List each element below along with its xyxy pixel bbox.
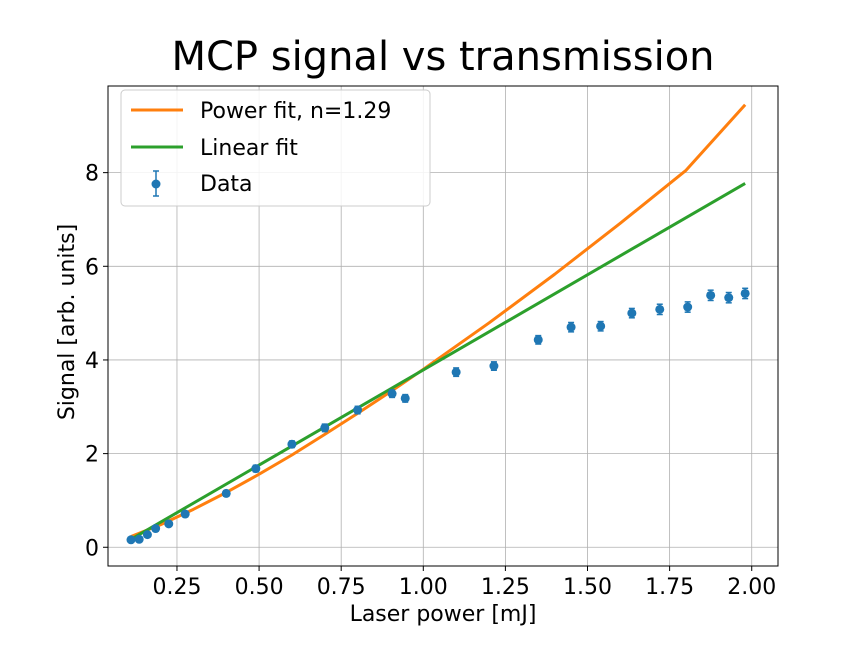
data-point xyxy=(452,368,461,377)
y-tick-label: 0 xyxy=(85,536,99,561)
data-marker xyxy=(724,293,733,302)
x-tick-label: 1.75 xyxy=(645,575,694,600)
data-point xyxy=(741,288,750,298)
data-point xyxy=(534,335,543,344)
data-marker xyxy=(222,489,231,498)
x-axis-label: Laser power [mJ] xyxy=(350,602,537,627)
data-marker xyxy=(567,323,576,332)
series-points xyxy=(126,288,749,544)
data-point xyxy=(320,423,329,432)
data-point xyxy=(151,524,160,533)
data-marker xyxy=(251,464,260,473)
data-marker xyxy=(401,394,410,403)
data-point xyxy=(181,510,190,519)
data-point xyxy=(683,302,692,312)
legend: Power fit, n=1.29 Linear fit Data xyxy=(121,90,430,206)
y-axis-label: Signal [arb. units] xyxy=(55,224,80,420)
data-point xyxy=(724,293,733,303)
data-marker xyxy=(489,362,498,371)
data-point xyxy=(655,304,664,314)
y-tick-label: 2 xyxy=(85,443,99,468)
x-tick-label: 1.50 xyxy=(563,575,612,600)
data-point xyxy=(706,290,715,300)
data-marker xyxy=(683,303,692,312)
data-point xyxy=(596,322,605,331)
data-point xyxy=(489,362,498,371)
legend-label-power-fit: Power fit, n=1.29 xyxy=(200,99,391,124)
data-point xyxy=(353,406,362,415)
x-tick-label: 2.00 xyxy=(727,575,776,600)
data-marker xyxy=(151,524,160,533)
legend-label-linear-fit: Linear fit xyxy=(200,136,298,161)
data-marker xyxy=(353,406,362,415)
data-point xyxy=(401,394,410,403)
x-tick-label: 0.75 xyxy=(317,575,366,600)
data-marker xyxy=(164,519,173,528)
data-marker xyxy=(320,423,329,432)
data-marker xyxy=(655,305,664,314)
data-marker xyxy=(287,440,296,449)
legend-label-data: Data xyxy=(200,172,253,197)
data-marker xyxy=(143,530,152,539)
data-point xyxy=(287,440,296,449)
data-point xyxy=(126,535,135,544)
x-tick-label: 0.50 xyxy=(235,575,284,600)
data-point xyxy=(627,308,636,317)
x-tick-label: 0.25 xyxy=(152,575,201,600)
data-marker xyxy=(388,389,397,398)
data-point xyxy=(164,519,173,528)
data-marker xyxy=(596,322,605,331)
data-marker xyxy=(534,335,543,344)
data-point xyxy=(388,389,397,398)
data-point xyxy=(567,322,576,331)
data-marker xyxy=(181,510,190,519)
data-marker xyxy=(706,291,715,300)
y-tick-label: 8 xyxy=(85,162,99,187)
data-marker xyxy=(741,289,750,298)
data-marker xyxy=(452,368,461,377)
x-tick-label: 1.00 xyxy=(399,575,448,600)
data-marker xyxy=(135,535,144,544)
series-line-linear-fit xyxy=(131,183,745,539)
data-marker xyxy=(627,309,636,318)
y-tick-label: 6 xyxy=(85,255,99,280)
data-point xyxy=(135,535,144,544)
y-tick-label: 4 xyxy=(85,349,99,374)
data-point xyxy=(251,464,260,473)
chart-title: MCP signal vs transmission xyxy=(171,34,714,80)
ticks: 0.25 0.50 0.75 1.00 1.25 1.50 1.75 2.00 0 2 4 6 8 xyxy=(85,162,776,600)
data-marker xyxy=(126,535,135,544)
data-point xyxy=(222,489,231,498)
x-tick-label: 1.25 xyxy=(481,575,530,600)
data-point xyxy=(143,530,152,539)
